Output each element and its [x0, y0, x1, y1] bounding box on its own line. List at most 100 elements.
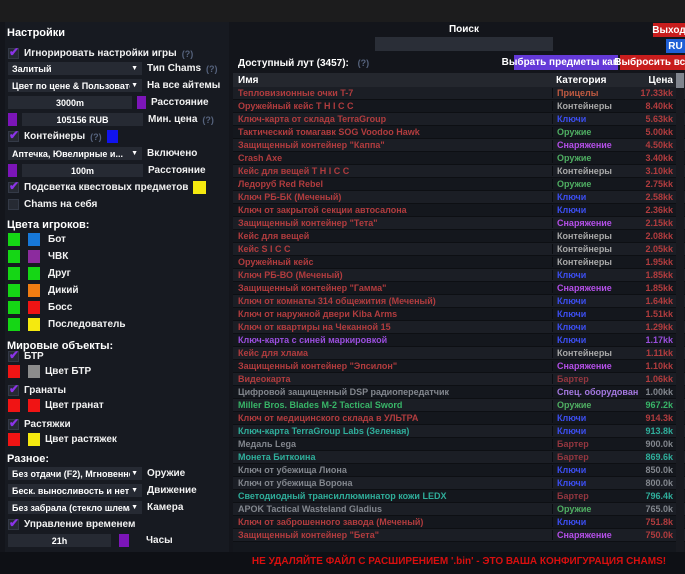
loot-table-row[interactable]: Видеокарта Бартер 1.06kk: [233, 373, 685, 386]
ignore-game-settings-checkbox[interactable]: [8, 45, 19, 59]
grenade-color-swatch-1[interactable]: [8, 399, 20, 412]
hours-input[interactable]: 21h: [8, 534, 111, 547]
grenades-checkbox[interactable]: [8, 382, 19, 396]
container-distance-input[interactable]: 100m: [22, 164, 143, 177]
loot-table-row[interactable]: Монета Биткоина Бартер 869.6k: [233, 451, 685, 464]
loot-table-row[interactable]: Ключ от наружной двери Kiba Arms Ключи 1…: [233, 308, 685, 321]
btr-color-swatch-1[interactable]: [8, 365, 20, 378]
player-color-swatch-1[interactable]: [8, 233, 20, 246]
loot-table-row[interactable]: Ключ-карта от склада TerraGroup Ключи 5.…: [233, 113, 685, 126]
color-mode-dropdown[interactable]: Цвет по цене & Пользователь ▼: [8, 79, 142, 92]
loot-table-row[interactable]: Оружейный кейс T H I C C Контейнеры 8.40…: [233, 100, 685, 113]
player-color-swatch-2[interactable]: [28, 233, 40, 246]
camera-dropdown[interactable]: Без забрала (стекло шлема) ▼: [8, 501, 142, 514]
column-header-category[interactable]: Категория: [556, 74, 607, 86]
container-distance-swatch[interactable]: [8, 164, 17, 177]
help-icon[interactable]: (?): [206, 63, 218, 74]
btr-checkbox[interactable]: [8, 348, 19, 362]
loot-table-row[interactable]: Ключ от убежища Ворона Ключи 800.0k: [233, 477, 685, 490]
item-price: 2.58kk: [645, 192, 673, 202]
min-price-input[interactable]: 105156 RUB: [22, 113, 143, 126]
column-header-price[interactable]: Цена: [648, 74, 673, 86]
loot-table-row[interactable]: Оружейный кейс Контейнеры 1.95kk: [233, 256, 685, 269]
player-color-swatch-2[interactable]: [28, 267, 40, 280]
select-kappa-items-button[interactable]: Выбрать предметы каппа: [501, 55, 631, 70]
grenade-color-swatch-2[interactable]: [28, 399, 40, 412]
loot-table-row[interactable]: Ключ от комнаты 314 общежития (Меченый) …: [233, 295, 685, 308]
containers-color-swatch[interactable]: [106, 130, 118, 143]
loot-table-row[interactable]: Защищенный контейнер "Гамма" Снаряжение …: [233, 282, 685, 295]
player-color-swatch-2[interactable]: [28, 318, 40, 331]
loot-table-row[interactable]: Цифровой защищенный DSP радиопередатчик …: [233, 386, 685, 399]
btr-color-swatch-2[interactable]: [28, 365, 40, 378]
loot-table-row[interactable]: Ключ РБ-БК (Меченый) Ключи 2.58kk: [233, 191, 685, 204]
distance-color-swatch[interactable]: [137, 96, 146, 109]
loot-table-row[interactable]: Ключ РБ-ВО (Меченый) Ключи 1.85kk: [233, 269, 685, 282]
language-button[interactable]: RU: [666, 39, 685, 53]
item-name: Ключ от квартиры на Чеканной 15: [238, 322, 391, 332]
movement-dropdown[interactable]: Беск. выносливость и нет уста ▼: [8, 484, 142, 497]
container-types-dropdown[interactable]: Аптечка, Ювелирные и... ▼: [8, 147, 142, 160]
chams-type-dropdown[interactable]: Залитый ▼: [8, 62, 142, 75]
quest-color-swatch[interactable]: [193, 181, 207, 194]
window-titlebar[interactable]: [0, 0, 685, 22]
loot-table-row[interactable]: Защищенный контейнер "Бета" Снаряжение 7…: [233, 529, 685, 542]
tripwire-color-swatch-2[interactable]: [28, 433, 40, 446]
loot-table-row[interactable]: Ключ от убежища Лиона Ключи 850.0k: [233, 464, 685, 477]
loot-table-row[interactable]: Светодиодный трансиллюминатор кожи LEDX …: [233, 490, 685, 503]
exit-button[interactable]: Выход: [652, 23, 685, 37]
item-category: Контейнеры: [552, 101, 638, 111]
loot-table-row[interactable]: Ключ от квартиры на Чеканной 15 Ключи 1.…: [233, 321, 685, 334]
help-icon[interactable]: (?): [357, 58, 370, 68]
loot-table-row[interactable]: Кейс S I C C Контейнеры 2.05kk: [233, 243, 685, 256]
player-color-swatch-2[interactable]: [28, 301, 40, 314]
distance-input[interactable]: 3000m: [8, 96, 132, 109]
tripwire-checkbox[interactable]: [8, 416, 19, 430]
loot-table-row[interactable]: Ключ от закрытой секции автосалона Ключи…: [233, 204, 685, 217]
help-icon[interactable]: (?): [202, 114, 214, 125]
loot-table-row[interactable]: Тепловизионные очки T-7 Прицелы 17.33kk: [233, 87, 685, 100]
loot-table-row[interactable]: Miller Bros. Blades M-2 Tactical Sword О…: [233, 399, 685, 412]
loot-table-row[interactable]: Кейс для вещей Контейнеры 2.08kk: [233, 230, 685, 243]
player-color-swatch-2[interactable]: [28, 284, 40, 297]
help-icon[interactable]: (?): [90, 131, 102, 142]
player-color-swatch-2[interactable]: [28, 250, 40, 263]
loot-table-row[interactable]: Защищенный контейнер "Тета" Снаряжение 2…: [233, 217, 685, 230]
weapon-dropdown[interactable]: Без отдачи (F2), Мгновенное п ▼: [8, 467, 142, 480]
loot-table-row[interactable]: Кейс для хлама Контейнеры 1.11kk: [233, 347, 685, 360]
loot-table-row[interactable]: Ключ-карта TerraGroup Labs (Зеленая) Клю…: [233, 425, 685, 438]
column-header-name[interactable]: Имя: [238, 74, 259, 86]
containers-checkbox[interactable]: [8, 128, 19, 142]
player-color-swatch-1[interactable]: [8, 267, 20, 280]
player-color-row: ЧВК: [8, 248, 126, 265]
table-scrollbar-track[interactable]: [676, 73, 684, 553]
loot-table-row[interactable]: Ключ-карта с синей маркировкой Ключи 1.1…: [233, 334, 685, 347]
loot-table-row[interactable]: Ключ от медицинского склада в УЛЬТРА Клю…: [233, 412, 685, 425]
loot-table-row[interactable]: APOK Tactical Wasteland Gladius Оружие 7…: [233, 503, 685, 516]
loot-table-row[interactable]: Тактический томагавк SOG Voodoo Hawk Ору…: [233, 126, 685, 139]
loot-table-row[interactable]: Защищенный контейнер "Эпсилон" Снаряжени…: [233, 360, 685, 373]
table-scrollbar-thumb[interactable]: [676, 73, 684, 88]
time-control-checkbox[interactable]: [8, 516, 19, 530]
loot-table-row[interactable]: Ключ от заброшенного завода (Меченый) Кл…: [233, 516, 685, 529]
loot-table-row[interactable]: Защищенный контейнер "Каппа" Снаряжение …: [233, 139, 685, 152]
search-input[interactable]: [375, 37, 553, 51]
loot-table-row[interactable]: Crash Axe Оружие 3.40kk: [233, 152, 685, 165]
loot-table-row[interactable]: Кейс для вещей T H I C C Контейнеры 3.10…: [233, 165, 685, 178]
drop-all-button[interactable]: Выбросить все: [614, 55, 685, 70]
loot-table-row[interactable]: Ледоруб Red Rebel Оружие 2.75kk: [233, 178, 685, 191]
player-color-swatch-1[interactable]: [8, 250, 20, 263]
self-chams-label: Chams на себя: [24, 199, 98, 210]
help-icon[interactable]: (?): [181, 48, 194, 59]
min-price-color-swatch[interactable]: [8, 113, 17, 126]
player-color-swatch-1[interactable]: [8, 301, 20, 314]
tripwire-color-swatch-1[interactable]: [8, 433, 20, 446]
loot-table-row[interactable]: Медаль Lega Бартер 900.0k: [233, 438, 685, 451]
quest-highlight-checkbox[interactable]: [8, 179, 19, 193]
chevron-down-icon: ▼: [131, 504, 138, 511]
player-color-swatch-1[interactable]: [8, 318, 20, 331]
loot-table-row[interactable]: [233, 542, 685, 553]
hours-color-swatch[interactable]: [119, 534, 129, 547]
self-chams-checkbox[interactable]: [8, 199, 19, 210]
player-color-swatch-1[interactable]: [8, 284, 20, 297]
